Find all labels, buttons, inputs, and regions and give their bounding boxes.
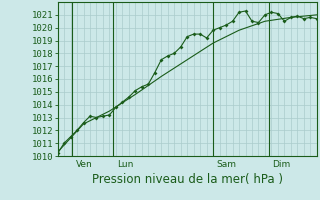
Text: Ven: Ven bbox=[76, 160, 93, 169]
Text: Sam: Sam bbox=[217, 160, 237, 169]
Text: Dim: Dim bbox=[272, 160, 291, 169]
Text: Lun: Lun bbox=[117, 160, 133, 169]
X-axis label: Pression niveau de la mer( hPa ): Pression niveau de la mer( hPa ) bbox=[92, 173, 283, 186]
